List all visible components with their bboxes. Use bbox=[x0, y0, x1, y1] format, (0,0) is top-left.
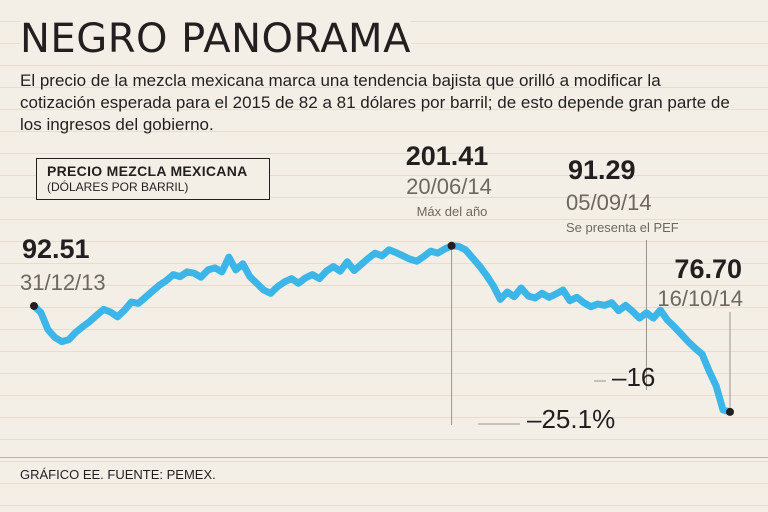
source-footer: GRÁFICO EE. FUENTE: PEMEX. bbox=[20, 467, 216, 482]
annotation-start-date: 31/12/13 bbox=[20, 270, 106, 295]
subtitle: El precio de la mezcla mexicana marca un… bbox=[20, 71, 730, 134]
annotation-max-note: Máx del año bbox=[417, 204, 488, 219]
annotation-start-value: 92.51 bbox=[22, 234, 90, 264]
annotation-change-absolute: –16 bbox=[612, 362, 655, 392]
annotation-pef-note: Se presenta el PEF bbox=[566, 220, 679, 235]
annotation-end-date: 16/10/14 bbox=[657, 286, 743, 311]
annotation-max-date: 20/06/14 bbox=[406, 174, 492, 199]
annotation-pef-date: 05/09/14 bbox=[566, 190, 652, 215]
legend-title: PRECIO MEZCLA MEXICANA bbox=[47, 163, 248, 179]
annotation-pef-value: 91.29 bbox=[568, 155, 636, 185]
point-start bbox=[30, 301, 38, 310]
footer-divider bbox=[0, 457, 768, 458]
annotation-end-value: 76.70 bbox=[674, 254, 742, 284]
page-title: NEGRO PANORAMA bbox=[20, 16, 411, 62]
point-end bbox=[726, 407, 734, 416]
annotation-max-value: 201.41 bbox=[406, 141, 489, 171]
legend-unit: (DÓLARES POR BARRIL) bbox=[47, 180, 189, 194]
annotation-change-percent: –25.1% bbox=[527, 404, 615, 434]
key-points bbox=[30, 241, 734, 416]
point-max bbox=[447, 241, 456, 250]
price-series-line bbox=[30, 242, 734, 416]
chart-legend: PRECIO MEZCLA MEXICANA (DÓLARES POR BARR… bbox=[36, 158, 270, 200]
